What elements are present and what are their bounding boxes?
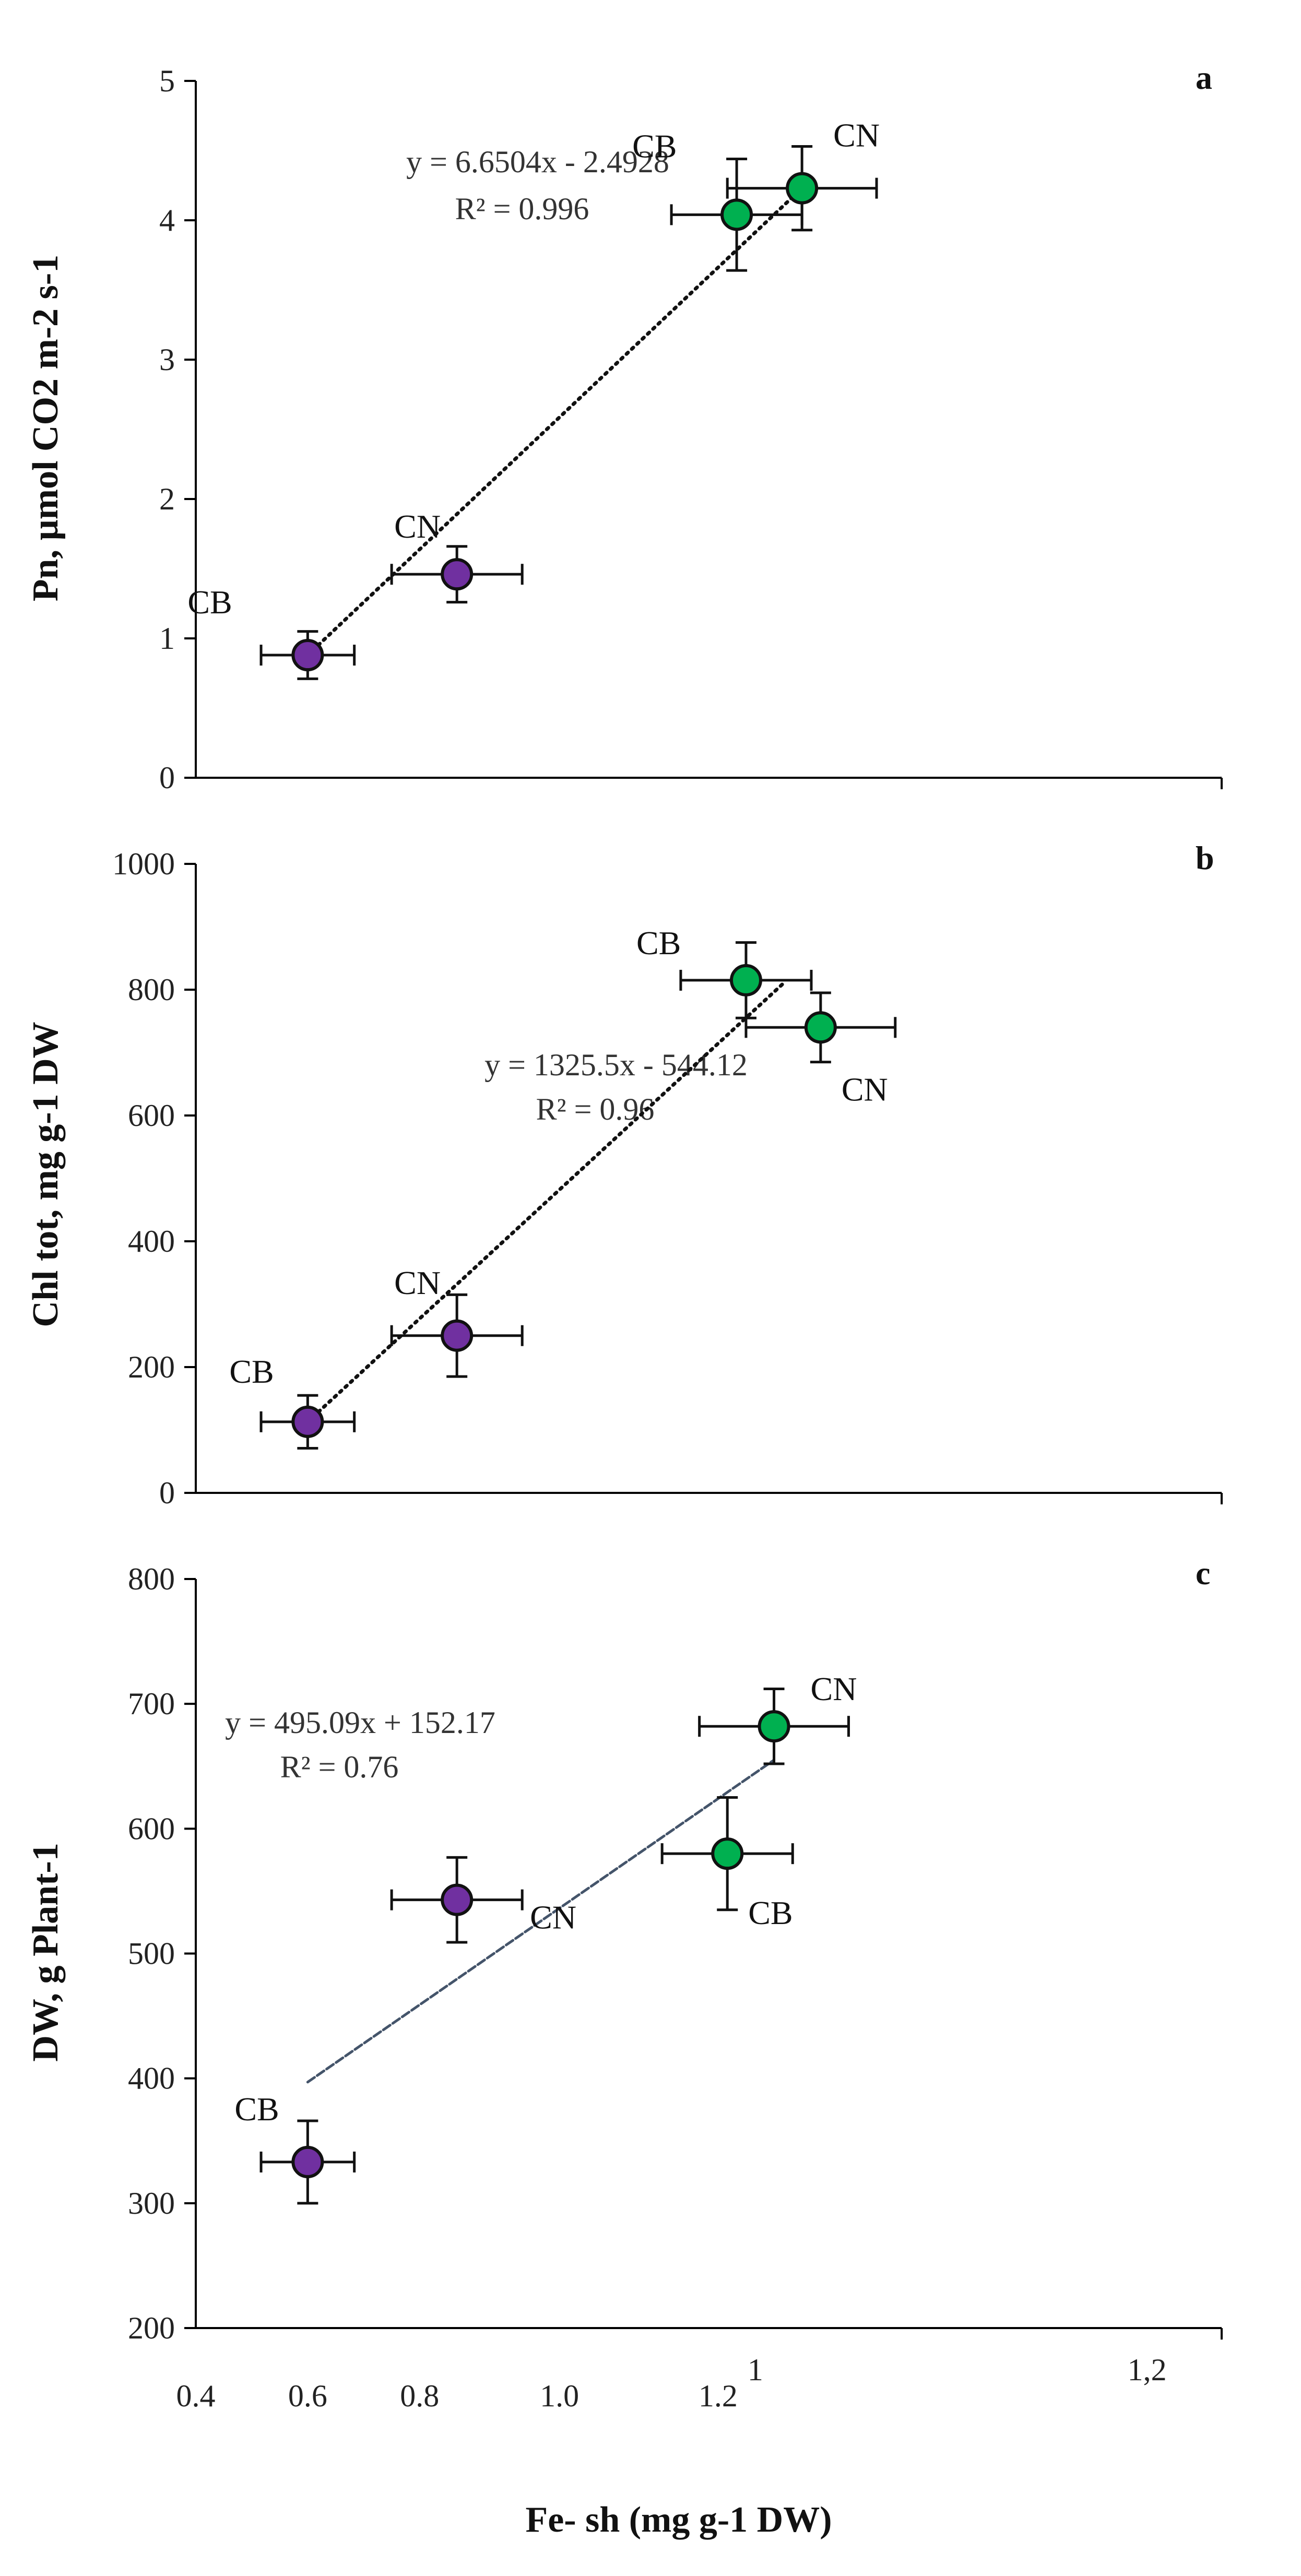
y-tick-label: 4	[159, 203, 175, 238]
trend-equation: y = 495.09x + 152.17	[225, 1705, 495, 1740]
trend-line	[305, 186, 804, 657]
x-axis: 0.4 0.6 0.8 1.0 1.2 1 1,2 Fe- sh (mg g-1 DW)	[176, 2353, 1167, 2540]
data-point-cb-purple: CB	[187, 584, 356, 680]
point-marker	[291, 639, 324, 672]
point-marker	[720, 198, 753, 231]
point-label: CN	[394, 508, 441, 545]
y-tick-label: 400	[128, 1224, 175, 1259]
trend-equation: y = 1325.5x - 544.12	[484, 1048, 748, 1082]
point-label: CB	[748, 1894, 793, 1931]
panel-a: 0 1 2 3 4 5 Pn, µmol CO2 m-2 s-1 a y = 6.6504x -…	[26, 59, 1223, 795]
point-label: CN	[842, 1071, 888, 1108]
y-axis-title: Pn, µmol CO2 m-2 s-1	[26, 255, 66, 601]
point-label: CN	[530, 1899, 576, 1936]
point-label: CB	[234, 2091, 279, 2128]
point-marker	[441, 1883, 474, 1916]
point-label: CB	[187, 584, 232, 621]
data-point-cn-green: CN	[698, 1670, 857, 1765]
y-tick-label: 0	[159, 1476, 175, 1510]
y-tick-label: 5	[159, 64, 175, 98]
data-point-cb-purple: CB	[234, 2091, 356, 2205]
point-label: CN	[394, 1264, 441, 1301]
data-point-cb-purple: CB	[229, 1353, 356, 1450]
y-tick-label: 600	[128, 1811, 175, 1846]
y-tick-label: 3	[159, 342, 175, 377]
data-point-cn-green: CN	[726, 117, 880, 232]
y-tick-label: 500	[128, 1937, 175, 1971]
y-axis-title: DW, g Plant-1	[26, 1843, 66, 2061]
point-marker	[291, 1405, 324, 1438]
x-tick-label: 1.2	[699, 2379, 738, 2413]
trend-r-squared: R² = 0.996	[455, 192, 589, 226]
trend-equation: y = 6.6504x - 2.4928	[406, 145, 669, 179]
y-tick-label: 2	[159, 482, 175, 516]
point-marker	[441, 1319, 474, 1352]
point-label: CN	[811, 1670, 857, 1707]
point-marker	[804, 1011, 837, 1044]
x-tick-label: 1,2	[1128, 2353, 1167, 2387]
y-tick-label: 300	[128, 2186, 175, 2221]
x-tick-label: 0.4	[176, 2379, 216, 2413]
y-tick-label: 400	[128, 2061, 175, 2096]
point-marker	[711, 1837, 744, 1870]
y-axis-title: Chl tot, mg g-1 DW	[26, 1022, 66, 1327]
point-marker	[786, 172, 819, 205]
data-point-cn-green: CN	[744, 991, 897, 1108]
point-marker	[758, 1710, 790, 1743]
x-axis-title: Fe- sh (mg g-1 DW)	[525, 2500, 832, 2540]
point-marker	[729, 964, 762, 996]
trend-line	[305, 981, 785, 1424]
y-tick-label: 1000	[112, 847, 175, 881]
y-tick-label: 600	[128, 1098, 175, 1133]
panels: 0 1 2 3 4 5 Pn, µmol CO2 m-2 s-1 a y = 6.6504x -…	[26, 59, 1223, 2345]
data-point-cb-green: CB	[632, 127, 803, 272]
data-point-cb-green: CB	[636, 924, 813, 1019]
data-point-cn-purple: CN	[390, 508, 524, 604]
point-label: CB	[229, 1353, 274, 1390]
trend-r-squared: R² = 0.76	[280, 1750, 399, 1784]
y-tick-label: 1	[159, 621, 175, 656]
y-tick-label: 0	[159, 761, 175, 795]
panel-letter: b	[1196, 839, 1214, 876]
panel-letter: c	[1196, 1554, 1210, 1592]
panel-c: 200 300 400 500 600 700 800 DW, g Plant-1 c y = 4…	[26, 1554, 1223, 2345]
point-label: CB	[632, 127, 677, 164]
x-tick-label: 1.0	[540, 2379, 579, 2413]
y-tick-label: 800	[128, 1562, 175, 1596]
trend-r-squared: R² = 0.96	[536, 1092, 655, 1126]
y-tick-label: 200	[128, 1350, 175, 1384]
y-tick-label: 700	[128, 1687, 175, 1721]
point-label: CN	[833, 117, 880, 154]
data-point-cn-purple: CN	[390, 1856, 576, 1944]
data-point-cb-green: CB	[660, 1796, 794, 1931]
panel-b: 0 200 400 600 800 1000 Chl tot, mg g-1 DW b y = …	[26, 839, 1223, 1510]
trend-line	[306, 1759, 776, 2084]
point-marker	[291, 2145, 324, 2178]
panel-letter: a	[1196, 59, 1212, 96]
x-tick-label: 0.8	[400, 2379, 439, 2413]
data-point-cn-purple: CN	[390, 1264, 524, 1378]
point-label: CB	[636, 924, 681, 961]
x-tick-label: 0.6	[288, 2379, 327, 2413]
point-marker	[441, 558, 474, 591]
y-tick-label: 800	[128, 972, 175, 1007]
x-tick-label: 1	[748, 2353, 763, 2387]
y-tick-label: 200	[128, 2311, 175, 2345]
